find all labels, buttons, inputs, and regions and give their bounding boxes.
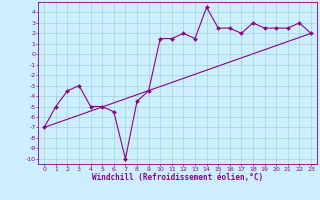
X-axis label: Windchill (Refroidissement éolien,°C): Windchill (Refroidissement éolien,°C) <box>92 173 263 182</box>
